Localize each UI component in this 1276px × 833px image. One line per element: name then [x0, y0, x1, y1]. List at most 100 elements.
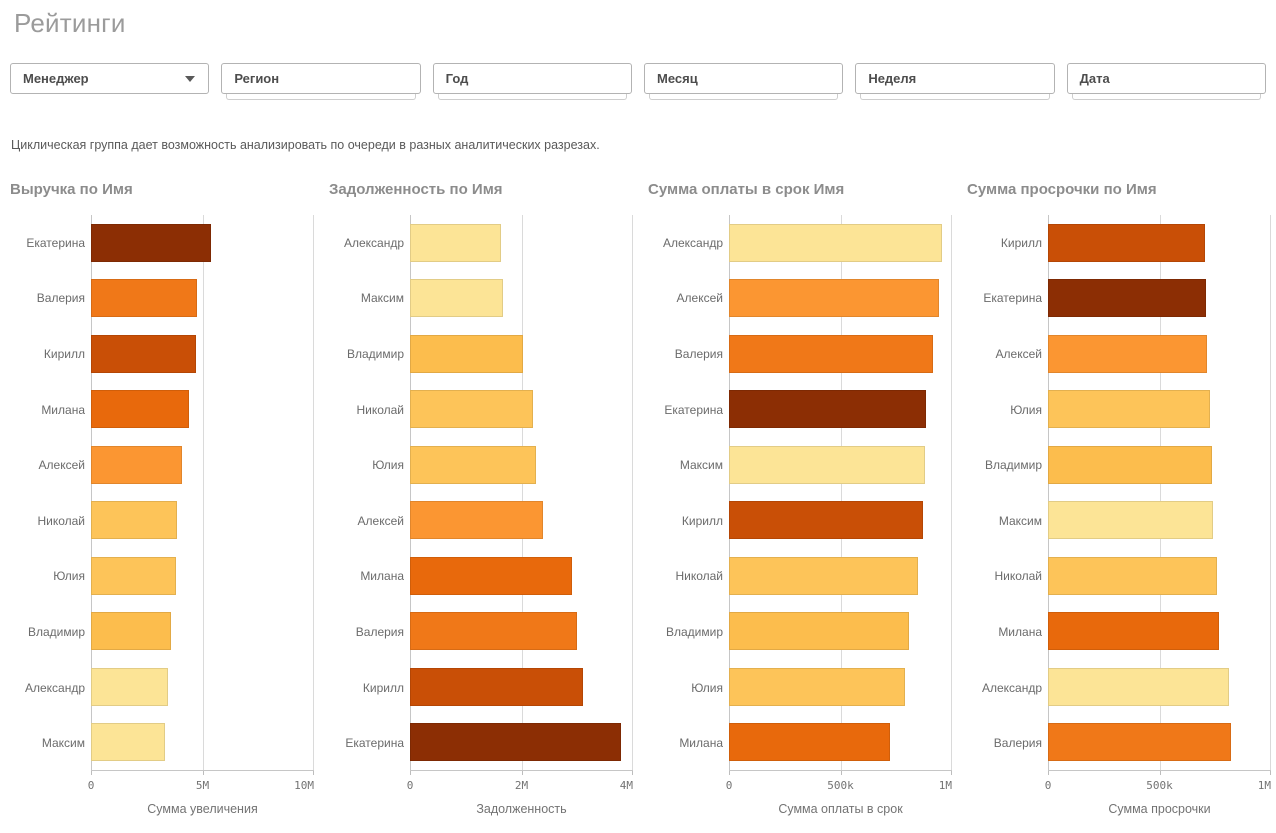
bar[interactable]	[729, 501, 923, 539]
bar-label[interactable]: Владимир	[638, 604, 723, 660]
bar[interactable]	[1048, 279, 1206, 317]
bar-label[interactable]: Валерия	[957, 715, 1042, 771]
bar[interactable]	[410, 224, 501, 262]
bar[interactable]	[1048, 501, 1213, 539]
bar-label[interactable]: Алексей	[638, 271, 723, 327]
bar-label[interactable]: Николай	[0, 493, 85, 549]
bar[interactable]	[91, 279, 197, 317]
bar-row	[1048, 326, 1271, 382]
bar[interactable]	[729, 668, 905, 706]
bar-label[interactable]: Милана	[638, 715, 723, 771]
bar-label[interactable]: Милана	[957, 604, 1042, 660]
bar[interactable]	[1048, 390, 1210, 428]
bar-label[interactable]: Екатерина	[638, 382, 723, 438]
chart-debt-by-name: Задолженность по ИмяАлександрМаксимВлади…	[319, 178, 638, 833]
filter-month[interactable]: Месяц	[644, 63, 843, 94]
bar[interactable]	[410, 723, 621, 761]
bar-label[interactable]: Алексей	[957, 326, 1042, 382]
plot-track	[91, 215, 314, 771]
bar-label[interactable]: Валерия	[638, 326, 723, 382]
bar-label[interactable]: Александр	[638, 215, 723, 271]
bar[interactable]	[91, 723, 165, 761]
bar-label[interactable]: Максим	[0, 715, 85, 771]
bar[interactable]	[1048, 335, 1207, 373]
bar-label[interactable]: Александр	[0, 660, 85, 716]
filter-week[interactable]: Неделя	[855, 63, 1054, 94]
tick-mark	[410, 771, 411, 775]
bar[interactable]	[1048, 612, 1219, 650]
bar-label[interactable]: Юлия	[319, 437, 404, 493]
bar-label[interactable]: Валерия	[319, 604, 404, 660]
bar[interactable]	[1048, 224, 1205, 262]
bar-row	[410, 715, 633, 771]
bar[interactable]	[729, 390, 926, 428]
bar[interactable]	[1048, 723, 1231, 761]
bar-label[interactable]: Екатерина	[957, 271, 1042, 327]
bar[interactable]	[729, 224, 942, 262]
filter-year[interactable]: Год	[433, 63, 632, 94]
bar-row	[410, 548, 633, 604]
bar-label[interactable]: Николай	[638, 549, 723, 605]
bar[interactable]	[410, 390, 533, 428]
bar-label[interactable]: Кирилл	[0, 326, 85, 382]
bar[interactable]	[91, 501, 177, 539]
bar-label[interactable]: Алексей	[0, 437, 85, 493]
bar[interactable]	[729, 279, 939, 317]
bar-label[interactable]: Владимир	[319, 326, 404, 382]
bar-label[interactable]: Александр	[319, 215, 404, 271]
bar[interactable]	[729, 723, 890, 761]
bar-label[interactable]: Екатерина	[319, 715, 404, 771]
bar-label[interactable]: Александр	[957, 660, 1042, 716]
bar[interactable]	[410, 335, 523, 373]
bar-label[interactable]: Владимир	[0, 604, 85, 660]
bar[interactable]	[410, 668, 583, 706]
bar-label[interactable]: Николай	[957, 549, 1042, 605]
bar-label[interactable]: Максим	[638, 437, 723, 493]
bar[interactable]	[729, 335, 933, 373]
bar[interactable]	[91, 557, 176, 595]
bar[interactable]	[410, 557, 572, 595]
bar[interactable]	[91, 390, 189, 428]
bar[interactable]	[91, 335, 196, 373]
bar-row	[410, 326, 633, 382]
bar[interactable]	[729, 446, 925, 484]
bar-label[interactable]: Милана	[319, 549, 404, 605]
bar-label[interactable]: Алексей	[319, 493, 404, 549]
bar[interactable]	[91, 446, 182, 484]
bar-row	[729, 604, 952, 660]
filter-region[interactable]: Регион	[221, 63, 420, 94]
bar-label[interactable]: Максим	[319, 271, 404, 327]
bar-label[interactable]: Екатерина	[0, 215, 85, 271]
x-tick-label: 1M	[939, 779, 952, 792]
manager-dropdown[interactable]: Менеджер	[10, 63, 209, 94]
filter-date[interactable]: Дата	[1067, 63, 1266, 94]
bar-label[interactable]: Юлия	[0, 549, 85, 605]
bar-label[interactable]: Кирилл	[638, 493, 723, 549]
bar-label[interactable]: Валерия	[0, 271, 85, 327]
bar-row	[91, 326, 314, 382]
bar-label[interactable]: Кирилл	[957, 215, 1042, 271]
bar-label[interactable]: Кирилл	[319, 660, 404, 716]
bar-label[interactable]: Николай	[319, 382, 404, 438]
bar-label[interactable]: Максим	[957, 493, 1042, 549]
bar[interactable]	[1048, 557, 1217, 595]
bar[interactable]	[729, 557, 918, 595]
bar-row	[729, 382, 952, 438]
bar-label[interactable]: Владимир	[957, 437, 1042, 493]
bar[interactable]	[1048, 668, 1229, 706]
bar[interactable]	[410, 279, 503, 317]
bar-label[interactable]: Юлия	[638, 660, 723, 716]
bar[interactable]	[91, 668, 168, 706]
bar-label[interactable]: Юлия	[957, 382, 1042, 438]
chart-title: Выручка по Имя	[10, 181, 313, 198]
bar[interactable]	[91, 224, 211, 262]
bar[interactable]	[410, 501, 543, 539]
bar[interactable]	[1048, 446, 1212, 484]
bar-label[interactable]: Милана	[0, 382, 85, 438]
bar[interactable]	[729, 612, 909, 650]
bar[interactable]	[91, 612, 171, 650]
x-tick-label: 5M	[196, 779, 209, 792]
bar[interactable]	[410, 446, 536, 484]
bar-row	[1048, 437, 1271, 493]
bar[interactable]	[410, 612, 577, 650]
